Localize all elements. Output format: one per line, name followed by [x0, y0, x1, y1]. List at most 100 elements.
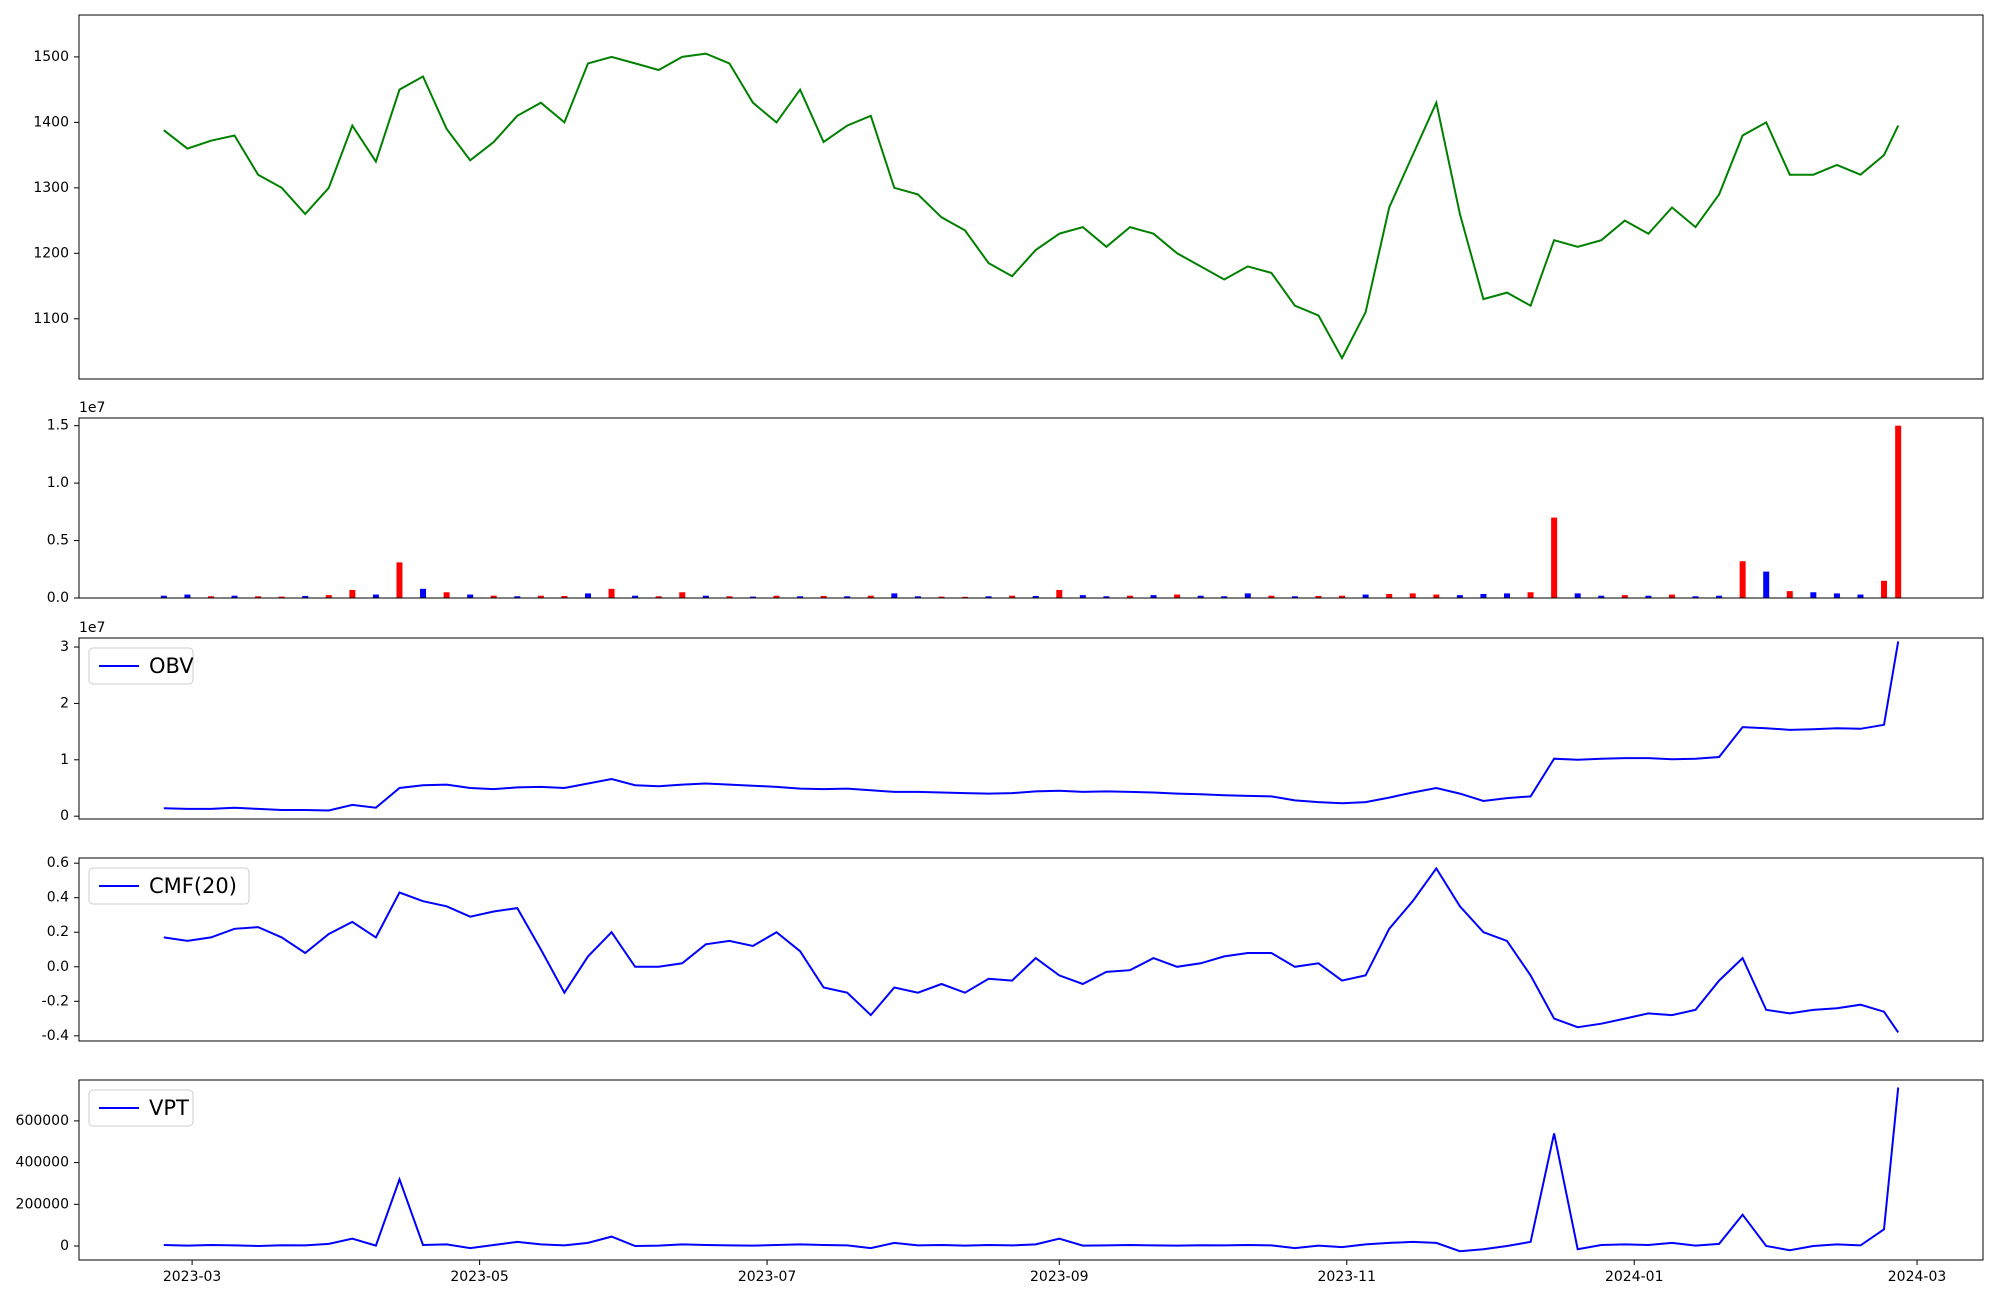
volume-bar [372, 594, 379, 598]
volume-bar [1244, 593, 1251, 598]
volume-bar [1386, 593, 1393, 598]
legend-box [88, 1089, 194, 1127]
y-tick-label: 1500 [33, 49, 69, 65]
volume-bar [655, 596, 662, 598]
y-tick-label: 0.6 [47, 855, 69, 871]
volume-bar [1621, 595, 1628, 598]
axes-frame [78, 417, 1984, 599]
axes-frame [78, 1079, 1984, 1261]
y-tick-label: 200000 [16, 1196, 69, 1212]
volume-bar [1150, 595, 1157, 598]
volume-bar [1504, 593, 1510, 598]
volume-bar [160, 595, 167, 598]
legend-label: OBV [149, 654, 194, 678]
x-tick-label: 2023-11 [1318, 1269, 1377, 1285]
volume-bar [749, 596, 756, 598]
volume-bar [443, 592, 450, 598]
x-tick-label: 2023-05 [450, 1269, 509, 1285]
y-tick-label: 0 [60, 1238, 69, 1254]
x-tick-label: 2023-07 [738, 1269, 797, 1285]
y-tick-label: 2 [60, 695, 69, 711]
volume-bar [490, 595, 497, 598]
legend-box [88, 647, 194, 685]
offset-text: 1e7 [79, 620, 105, 636]
offset-text: 1e7 [79, 400, 105, 416]
axes-background [79, 1080, 1983, 1260]
y-tick-label: 3 [60, 639, 69, 655]
volume-bar [1032, 595, 1039, 598]
volume-bar [278, 596, 285, 598]
volume-bar [467, 594, 474, 598]
axes-frame [78, 14, 1984, 380]
volume-bar [1527, 592, 1534, 598]
volume-bar [1409, 593, 1416, 598]
volume-bar [514, 596, 521, 598]
volume-bar [1598, 595, 1605, 598]
volume-bar [1433, 594, 1440, 598]
volume-bar [1291, 596, 1298, 598]
axes-background [79, 15, 1983, 379]
y-tick-label: 0.2 [47, 924, 69, 940]
y-tick-label: 1300 [33, 180, 69, 196]
x-tick-label: 2023-03 [163, 1269, 222, 1285]
volume-bar [349, 589, 356, 598]
y-tick-label: 1 [60, 752, 69, 768]
legend-box [88, 867, 250, 905]
volume-bar [891, 593, 898, 598]
volume-bar [914, 596, 921, 598]
volume-bar [1833, 593, 1840, 598]
y-tick-label: 1100 [33, 311, 69, 327]
volume-bar [537, 595, 544, 598]
volume-bar [1786, 591, 1793, 598]
y-tick-label: 1.5 [47, 418, 69, 434]
volume-bar [1197, 595, 1204, 598]
volume-bar [1645, 595, 1652, 598]
legend-label: VPT [149, 1096, 189, 1120]
volume-bar [396, 562, 403, 598]
x-tick-label: 2024-01 [1605, 1269, 1664, 1285]
y-tick-label: 0.4 [47, 890, 69, 906]
volume-bar [231, 595, 238, 598]
volume-bar [1339, 595, 1346, 598]
volume-bar [773, 595, 780, 598]
volume-bar [820, 595, 827, 598]
y-tick-label: 0.5 [47, 533, 69, 549]
axes-frame [78, 857, 1984, 1042]
volume-bar [1315, 595, 1322, 598]
line [163, 641, 1900, 812]
volume-bar [1574, 593, 1581, 598]
volume-bar [1895, 425, 1902, 598]
y-tick-label: 0 [60, 808, 69, 824]
volume-bar [1009, 595, 1016, 598]
x-tick-label: 2023-09 [1030, 1269, 1089, 1285]
legend-label: CMF(20) [149, 874, 237, 898]
line [163, 52, 1900, 361]
volume-bar [1079, 595, 1086, 598]
volume-bar [302, 595, 309, 598]
volume-bar [1668, 594, 1675, 598]
volume-bar [184, 594, 191, 598]
volume-bar [1268, 595, 1275, 598]
volume-bar [561, 595, 568, 598]
x-tick-label: 2024-03 [1888, 1269, 1947, 1285]
volume-bar [1857, 594, 1864, 598]
axes-background [79, 418, 1983, 598]
line [163, 1087, 1900, 1253]
volume-bar [1174, 594, 1181, 598]
y-tick-label: 1200 [33, 245, 69, 261]
axes-background [79, 858, 1983, 1041]
volume-bar [1763, 571, 1770, 598]
volume-bar [844, 596, 851, 598]
volume-bar [985, 596, 992, 598]
volume-bar [1103, 596, 1110, 598]
axes-background [79, 638, 1983, 819]
y-tick-label: -0.4 [42, 1028, 69, 1044]
volume-bar [726, 596, 733, 598]
volume-bar [632, 595, 639, 598]
volume-bar [1126, 595, 1133, 598]
volume-bar [420, 588, 427, 598]
volume-bar [255, 596, 262, 598]
volume-bar [1480, 593, 1487, 598]
